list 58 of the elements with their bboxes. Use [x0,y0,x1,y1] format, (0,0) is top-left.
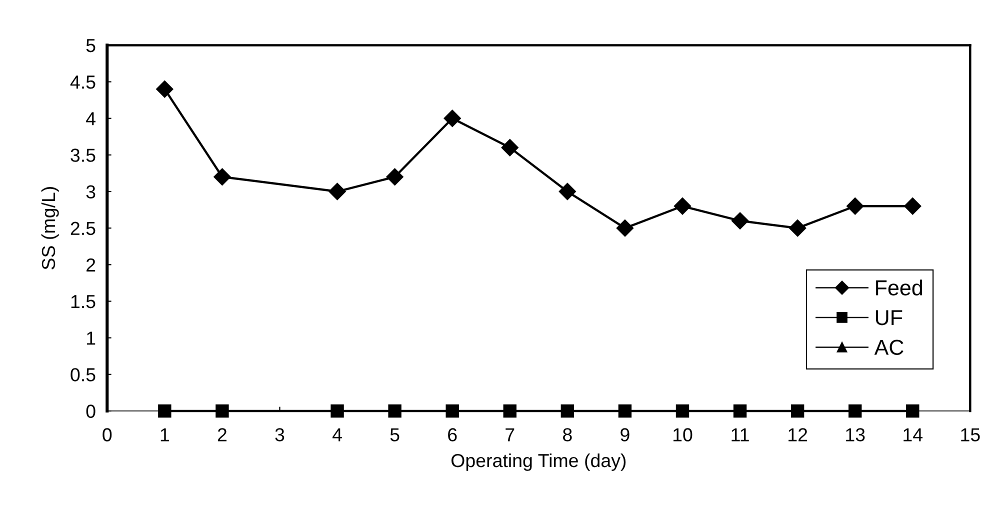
y-tick-label: 0.5 [70,368,96,382]
x-tick-label: 12 [788,428,808,442]
x-tick-label: 11 [732,428,749,442]
x-tick-label: 3 [275,428,284,442]
x-tick-label: 2 [218,428,226,442]
x-tick-label: 5 [390,428,400,442]
point [846,198,864,215]
x-axis-title: Operating Time (day) [451,453,626,471]
point [503,404,516,418]
point [790,404,804,418]
y-tick-label: 4 [86,112,96,126]
point [214,168,231,186]
x-tick-label: 1 [160,428,169,442]
y-tick-label: 4.5 [70,76,96,89]
x-tick-label: 13 [846,428,865,442]
legend-label: UF [876,310,902,326]
x-tick-label: 14 [904,428,923,442]
point [444,110,461,127]
point [904,198,922,215]
point [558,182,576,200]
point [388,404,402,418]
x-tick-label: 7 [506,428,514,442]
point [848,404,862,418]
legend-label: AC [874,340,904,355]
y-tick-label: 3.5 [70,148,96,162]
point [216,404,229,418]
point [676,404,690,418]
legend-label: Feed [876,280,922,296]
y-tick-label: 2.5 [70,222,96,236]
y-tick-label: 1 [87,332,96,345]
point [386,168,404,186]
y-tick-label: 2 [86,258,96,272]
point [906,404,920,418]
x-tick-label: 6 [448,428,457,442]
point [616,220,634,237]
point [501,139,518,156]
point [618,404,632,418]
point [560,404,574,418]
x-tick-label: 9 [620,428,630,442]
y-axis-title: SS (mg/L) [41,187,59,270]
x-tick-label: 0 [102,428,112,442]
x-tick-label: 15 [961,428,980,442]
x-tick-label: 4 [332,428,342,442]
y-tick-label: 3 [86,185,96,198]
point [328,182,346,200]
y-tick-label: 0 [86,404,96,418]
point [674,198,692,215]
point [158,404,172,418]
y-tick-label: 1.5 [71,295,96,308]
point [731,212,749,230]
point [446,404,459,418]
point [330,404,344,418]
x-tick-label: 8 [563,428,572,442]
point [156,80,174,98]
point [733,404,747,418]
y-tick-label: 5 [86,39,96,52]
point [789,220,806,237]
x-tick-label: 10 [674,428,692,442]
